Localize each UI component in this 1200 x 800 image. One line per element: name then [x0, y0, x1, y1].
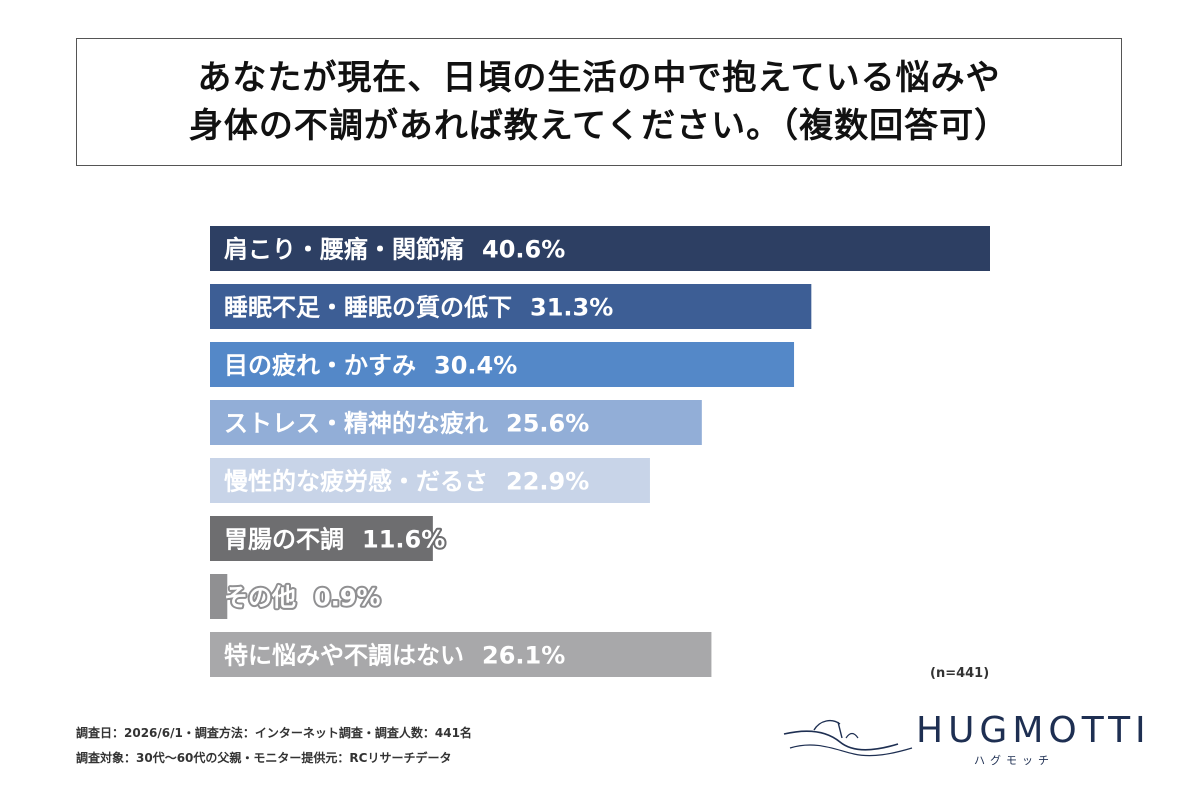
bar-category-label: 胃腸の不調: [224, 526, 344, 554]
bar-4: [210, 400, 702, 445]
bar-category-label: 目の疲れ・かすみ: [224, 352, 416, 380]
bar-chart: 肩こり・腰痛・関節痛 40.6% 睡眠不足・睡眠の質の低下 31.3% 目の疲れ・かすみ…: [210, 226, 990, 677]
logo-subtitle: ハグモッチ: [974, 754, 1054, 767]
bar-label-3: 目の疲れ・かすみ 30.4%: [224, 352, 517, 380]
question-title-line-2: 身体の不調があれば教えてください。（複数回答可）: [188, 106, 1010, 146]
bar-value-label: 22.9%: [506, 468, 589, 496]
bar-2: [210, 284, 812, 329]
bar-label-6: 胃腸の不調 11.6%: [224, 526, 445, 554]
bar-category-label: 肩こり・腰痛・関節痛: [224, 236, 464, 264]
bar-category-label: 特に悩みや不調はない: [224, 642, 464, 670]
bar-1: [210, 226, 990, 271]
survey-footnote-2: 調査対象：30代〜60代の父親・モニター提供元：RCリサーチデータ: [76, 751, 452, 765]
bar-label-4: ストレス・精神的な疲れ 25.6%: [224, 410, 589, 438]
bar-label-1: 肩こり・腰痛・関節痛 40.6%: [224, 236, 565, 264]
bar-label-8: 特に悩みや不調はない 26.1%: [224, 642, 565, 670]
bar-label-7: その他 0.9%: [224, 584, 381, 612]
bar-category-label: 睡眠不足・睡眠の質の低下: [224, 294, 512, 322]
bar-8: [210, 632, 712, 677]
bar-value-label: 0.9%: [314, 584, 381, 612]
bar-category-label: ストレス・精神的な疲れ: [224, 410, 488, 438]
bar-category-label: 慢性的な疲労感・だるさ: [224, 468, 488, 496]
survey-footnote-1: 調査日：2026/6/1・調査方法：インターネット調査・調査人数：441名: [76, 726, 472, 740]
bar-7: [210, 574, 228, 619]
bar-value-label: 11.6%: [362, 526, 445, 554]
bar-value-label: 25.6%: [506, 410, 589, 438]
question-title-box: あなたが現在、日頃の生活の中で抱えている悩みや 身体の不調があれば教えてください…: [76, 38, 1122, 166]
question-title-line-1: あなたが現在、日頃の生活の中で抱えている悩みや: [197, 58, 1001, 98]
bar-6: [210, 516, 433, 561]
bar-value-label: 30.4%: [434, 352, 517, 380]
bar-label-5: 慢性的な疲労感・だるさ 22.9%: [224, 468, 589, 496]
logo-wordmark: HUGMOTTI: [916, 710, 1151, 751]
logo-mark-icon: [783, 719, 913, 757]
bar-value-label: 26.1%: [482, 642, 565, 670]
bar-3: [210, 342, 795, 387]
bar-value-label: 31.3%: [530, 294, 613, 322]
sample-size-label: (n=441): [930, 666, 990, 681]
bar-value-label: 40.6%: [482, 236, 565, 264]
bar-category-label: その他: [224, 584, 296, 612]
hugmotti-logo: HUGMOTTI ハグモッチ: [780, 708, 1146, 778]
bar-5: [210, 458, 650, 503]
bar-label-2: 睡眠不足・睡眠の質の低下 31.3%: [224, 294, 613, 322]
